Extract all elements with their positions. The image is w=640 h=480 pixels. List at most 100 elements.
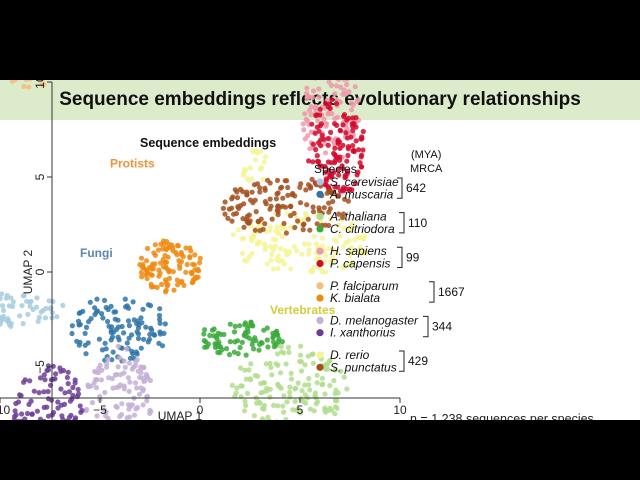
data-point	[226, 206, 232, 212]
data-point	[75, 318, 82, 324]
data-point	[362, 233, 368, 239]
data-point	[93, 309, 100, 315]
data-point	[149, 263, 155, 270]
data-point	[67, 398, 73, 404]
data-point	[244, 189, 250, 195]
data-point	[325, 366, 331, 372]
data-point	[220, 205, 226, 211]
data-point	[145, 302, 151, 308]
data-point	[21, 293, 27, 299]
x-tick-label: −10	[0, 403, 11, 417]
data-point	[279, 184, 285, 190]
data-point	[310, 209, 317, 215]
legend-label: K. bialata	[330, 291, 380, 305]
data-point	[302, 136, 308, 142]
data-point	[267, 244, 274, 250]
data-point	[102, 340, 108, 346]
data-point	[78, 409, 84, 415]
data-point	[314, 372, 320, 378]
data-point	[131, 364, 137, 370]
data-point	[250, 323, 256, 329]
data-point	[129, 402, 135, 408]
data-point	[190, 279, 196, 285]
data-point	[234, 189, 240, 195]
data-point	[3, 295, 9, 301]
data-point	[143, 371, 149, 378]
data-point	[334, 250, 340, 256]
data-point	[174, 242, 181, 249]
data-point	[319, 243, 326, 249]
data-point	[313, 401, 319, 407]
data-point	[24, 410, 31, 417]
data-point	[171, 287, 177, 293]
data-point	[133, 359, 139, 365]
cluster-label: Fungi	[80, 246, 113, 260]
data-point	[263, 201, 269, 207]
data-point	[121, 358, 127, 364]
data-point	[247, 218, 253, 224]
data-point	[244, 258, 250, 264]
data-point	[338, 368, 344, 374]
data-point	[21, 83, 27, 90]
data-point	[0, 319, 1, 323]
data-point	[313, 80, 317, 81]
data-point	[249, 341, 255, 348]
data-point	[274, 177, 281, 183]
legend-title: Species	[314, 162, 357, 176]
data-point	[244, 390, 251, 396]
data-point	[288, 204, 294, 210]
data-point	[329, 97, 335, 103]
data-point	[267, 394, 273, 400]
data-point	[96, 365, 102, 371]
data-point	[85, 384, 91, 390]
data-point	[306, 382, 312, 388]
data-point	[197, 260, 203, 266]
data-point	[250, 200, 256, 206]
series-3	[201, 319, 285, 358]
data-point	[23, 80, 29, 83]
data-point	[184, 261, 190, 268]
data-point	[124, 346, 130, 352]
cluster-label: Protists	[110, 157, 155, 171]
data-point	[27, 303, 33, 309]
mrca-value: 99	[406, 250, 420, 264]
legend-swatch	[316, 190, 324, 198]
data-point	[322, 391, 328, 397]
data-point	[38, 80, 44, 84]
data-point	[139, 274, 145, 280]
data-point	[338, 128, 344, 134]
data-point	[122, 364, 128, 370]
data-point	[257, 185, 263, 191]
data-point	[162, 289, 169, 295]
data-point	[310, 204, 316, 210]
data-point	[156, 312, 163, 319]
data-point	[178, 279, 184, 285]
data-point	[273, 196, 279, 202]
data-point	[349, 221, 355, 227]
data-point	[300, 121, 306, 127]
data-point	[243, 402, 249, 408]
data-point	[175, 282, 181, 288]
data-point	[101, 407, 107, 413]
data-point	[147, 407, 153, 413]
data-point	[352, 236, 358, 243]
mrca-value: 642	[406, 181, 426, 195]
data-point	[121, 330, 127, 336]
data-point	[242, 367, 248, 373]
data-point	[230, 232, 236, 238]
data-point	[69, 323, 75, 329]
data-point	[254, 400, 260, 406]
y-tick-label: 0	[33, 268, 47, 275]
data-point	[121, 386, 127, 392]
data-point	[306, 241, 312, 247]
data-point	[332, 404, 339, 410]
data-point	[152, 242, 158, 248]
data-point	[303, 116, 309, 122]
data-point	[301, 127, 307, 133]
data-point	[68, 412, 74, 418]
data-point	[109, 334, 116, 340]
data-point	[125, 402, 132, 408]
data-point	[319, 375, 325, 381]
data-point	[35, 318, 41, 324]
data-point	[281, 220, 287, 227]
